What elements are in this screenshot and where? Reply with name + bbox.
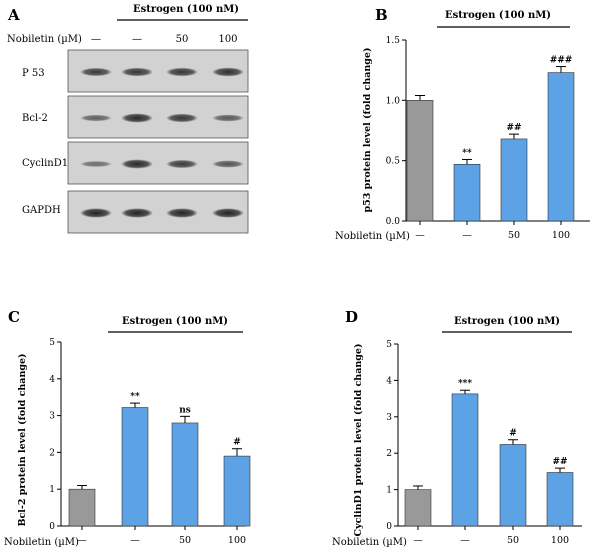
blot-band <box>166 113 198 123</box>
panel-a-header: Estrogen (100 nM) <box>133 4 239 15</box>
panel-a: A Estrogen (100 nM) Nobiletin (µM) — — 5… <box>7 4 249 234</box>
blot-band <box>212 67 244 77</box>
bar <box>68 488 96 527</box>
y-tick-label: 2 <box>49 448 55 458</box>
significance-mark: ### <box>550 56 573 66</box>
significance-mark: # <box>233 438 241 448</box>
blot-band <box>80 67 112 77</box>
x-tick-label: — <box>130 535 140 546</box>
panel-a-letter: A <box>7 6 20 24</box>
panel-c-plot: 0 1 2 3 4 5 — ** — ns 50 #100 <box>49 338 251 546</box>
y-tick-label: 4 <box>386 376 392 386</box>
panel-d-letter: D <box>345 308 358 326</box>
panel-b-ylabel: p53 protein level (fold change) <box>362 48 373 213</box>
blot-band <box>121 67 153 77</box>
blot-band <box>80 160 112 168</box>
y-tick-label: 5 <box>386 340 392 350</box>
y-tick-label: 0 <box>49 522 55 532</box>
blot-row-label: CyclinD1 <box>22 158 68 169</box>
y-tick-label: 0 <box>386 522 392 532</box>
x-tick-label: — <box>415 230 425 241</box>
bar <box>406 100 434 222</box>
panel-d-dose-label: Nobiletin (µM) <box>332 537 407 548</box>
panel-b: B Estrogen (100 nM) Nobiletin (µM) p53 p… <box>335 6 590 242</box>
blot-band <box>121 208 153 218</box>
blot-band <box>212 208 244 218</box>
blot-band <box>166 159 198 169</box>
bar <box>404 489 432 527</box>
panel-d-plot: 0 1 2 3 4 5 — *** — #50 ## 100 <box>386 340 582 546</box>
panel-b-header: Estrogen (100 nM) <box>445 10 551 21</box>
panel-c-letter: C <box>8 308 20 326</box>
x-tick-label: 100 <box>228 535 246 546</box>
x-tick-label: 50 <box>507 535 519 546</box>
blot-strips <box>67 49 249 234</box>
blot-band <box>212 160 244 168</box>
x-tick-label: 100 <box>552 230 570 241</box>
panel-c: C Estrogen (100 nM) Nobiletin (µM) Bcl-2… <box>4 308 251 548</box>
panel-d-header: Estrogen (100 nM) <box>454 316 560 327</box>
panel-c-ylabel: Bcl-2 protein level (fold change) <box>17 353 28 526</box>
significance-mark: ## <box>506 123 521 133</box>
blot-band <box>166 208 198 218</box>
significance-mark: ** <box>462 148 472 158</box>
panel-b-plot: 0.0 0.5 1.0 1.5 — ** — ## 50 ### 100 <box>386 36 590 241</box>
x-tick-label: 50 <box>508 230 520 241</box>
panel-d-ylabel: CyclinD1 protein level (fold change) <box>353 344 364 537</box>
blot-band <box>121 159 153 169</box>
y-tick-label: 3 <box>386 413 392 423</box>
y-tick-label: 4 <box>49 375 55 385</box>
panel-a-dose-label: Nobiletin (µM) <box>7 34 82 45</box>
y-tick-label: 0.5 <box>386 157 401 167</box>
y-tick-label: 1.5 <box>386 36 401 46</box>
bar <box>223 455 251 527</box>
y-tick-label: 0.0 <box>386 217 401 227</box>
panel-b-letter: B <box>375 6 388 24</box>
blot-band <box>121 113 153 123</box>
panel-d: D Estrogen (100 nM) Nobiletin (µM) Cycli… <box>332 308 582 548</box>
panel-a-lane-label: — <box>132 34 142 45</box>
panel-c-dose-label: Nobiletin (µM) <box>4 537 79 548</box>
blot-band <box>212 114 244 122</box>
significance-mark: # <box>509 429 517 439</box>
significance-mark: ## <box>552 457 567 467</box>
panel-a-lane-label: 100 <box>218 34 237 45</box>
y-tick-label: 1.0 <box>386 96 401 106</box>
y-tick-label: 1 <box>386 486 392 496</box>
x-tick-label: — <box>462 230 472 241</box>
y-tick-label: 1 <box>49 485 55 495</box>
x-tick-label: — <box>413 535 423 546</box>
x-tick-label: — <box>77 535 87 546</box>
blot-row-label: Bcl-2 <box>22 113 48 124</box>
bar <box>547 72 575 222</box>
blot-row-label: GAPDH <box>22 205 61 216</box>
y-tick-label: 2 <box>386 449 392 459</box>
x-tick-label: 100 <box>551 535 569 546</box>
bar <box>500 138 528 222</box>
y-tick-label: 3 <box>49 412 55 422</box>
significance-mark: ns <box>179 405 191 415</box>
panel-c-header: Estrogen (100 nM) <box>122 316 228 327</box>
panel-b-dose-label: Nobiletin (µM) <box>335 231 410 242</box>
blot-band <box>80 208 112 218</box>
panel-a-lane-label: 50 <box>176 34 189 45</box>
bar <box>546 472 574 527</box>
x-tick-label: — <box>460 535 470 546</box>
blot-band <box>166 67 198 77</box>
significance-mark: ** <box>130 392 140 402</box>
significance-mark: *** <box>458 379 472 389</box>
blot-row-label: P 53 <box>22 68 45 79</box>
y-tick-label: 5 <box>49 338 55 348</box>
blot-band <box>80 114 112 122</box>
bar <box>453 163 481 222</box>
bar <box>499 444 527 527</box>
panel-a-lane-label: — <box>91 34 101 45</box>
bar <box>121 407 149 527</box>
bar <box>451 393 479 527</box>
bar <box>171 422 199 527</box>
x-tick-label: 50 <box>179 535 191 546</box>
